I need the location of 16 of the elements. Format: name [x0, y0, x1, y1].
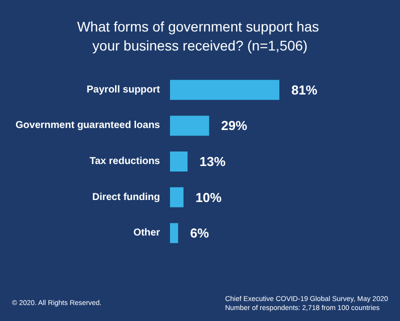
data-label: 10% [196, 190, 222, 205]
y-tick-label: Other [133, 228, 160, 239]
data-label: 81% [291, 82, 318, 98]
data-label: 13% [200, 154, 226, 169]
y-tick-label: Government guaranteed loans [16, 120, 160, 132]
chart-title: What forms of government support has your business received? (n=1,506) [77, 18, 323, 54]
y-tick-label: Tax reductions [90, 156, 160, 167]
data-label: 6% [190, 226, 210, 241]
bar [170, 116, 210, 136]
bar [170, 152, 188, 172]
data-label: 29% [221, 118, 248, 134]
y-tick-label: Direct funding [92, 192, 160, 203]
bar [170, 80, 280, 100]
bar [170, 223, 178, 244]
y-tick-label: Payroll support [86, 84, 161, 96]
bar [170, 187, 184, 208]
